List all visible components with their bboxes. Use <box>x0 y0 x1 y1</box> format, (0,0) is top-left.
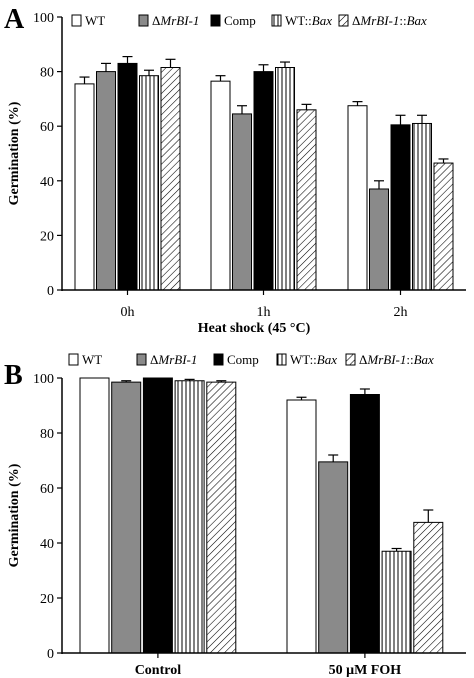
panel-letter-b: B <box>4 360 23 391</box>
y-tick-label: 100 <box>33 372 54 387</box>
bar <box>117 62 138 291</box>
y-tick-label: 0 <box>47 284 54 299</box>
bar <box>139 75 159 291</box>
bar <box>413 521 444 654</box>
bar <box>381 550 412 654</box>
bar <box>253 71 274 291</box>
legend-swatch <box>136 353 147 366</box>
bars-a <box>74 55 454 291</box>
bar <box>286 399 317 654</box>
y-tick-label: 40 <box>40 175 54 190</box>
legend-b: WT ΔMrBI-1 Comp WT::Bax ΔMrBI-1::Bax <box>68 352 434 367</box>
legend-swatch <box>68 353 79 366</box>
legend-label: Comp <box>224 13 256 28</box>
bar <box>275 67 295 291</box>
legend-label: ΔMrBI-1 <box>152 13 199 28</box>
bar <box>74 83 95 291</box>
y-tick-label: 20 <box>40 592 54 607</box>
bar <box>296 109 317 291</box>
x-categories-a: 0h 1h 2h <box>121 290 408 320</box>
legend-label: WT <box>85 13 105 28</box>
y-tick-label: 20 <box>40 229 54 244</box>
bar <box>318 461 349 654</box>
y-tick-label: 100 <box>33 11 54 26</box>
legend-label: ΔMrBI-1::Bax <box>359 352 434 367</box>
bar <box>142 377 173 654</box>
legend-label: Comp <box>227 352 259 367</box>
bar <box>174 380 205 654</box>
x-axis-title-a: Heat shock (45 °C) <box>198 321 311 336</box>
y-axis-title-a: Germination (%) <box>7 101 22 205</box>
legend-swatch <box>271 14 282 27</box>
y-ticks-a: 0 20 40 60 80 100 <box>33 11 62 299</box>
legend-swatch <box>345 353 356 366</box>
legend-swatch <box>71 14 82 27</box>
y-tick-label: 60 <box>40 120 54 135</box>
x-category-label: 2h <box>394 305 408 320</box>
bar <box>347 105 368 291</box>
panel-a: A WT ΔMrBI-1 Comp WT::Bax ΔMrBI-1::Bax 0 20 40… <box>4 4 466 336</box>
legend-label: WT <box>82 352 102 367</box>
x-category-label: 50 μM FOH <box>329 663 402 678</box>
y-tick-label: 40 <box>40 537 54 552</box>
bar <box>232 113 252 291</box>
legend-label: ΔMrBI-1::Bax <box>352 13 427 28</box>
bar <box>206 381 237 654</box>
legend-swatch <box>213 353 224 366</box>
x-category-label: 1h <box>257 305 271 320</box>
legend-swatch <box>276 353 287 366</box>
bar <box>160 67 181 291</box>
bar <box>210 80 231 291</box>
bar <box>96 71 116 291</box>
x-category-label: Control <box>135 663 182 678</box>
bars-b <box>79 377 444 654</box>
legend-a: WT ΔMrBI-1 Comp WT::Bax ΔMrBI-1::Bax <box>71 13 427 28</box>
x-category-label: 0h <box>121 305 135 320</box>
panel-b: B WT ΔMrBI-1 Comp WT::Bax ΔMrBI-1::Bax 0 20 40… <box>4 352 466 678</box>
y-tick-label: 0 <box>47 647 54 662</box>
y-tick-label: 80 <box>40 66 54 81</box>
y-axis-title-b: Germination (%) <box>7 463 22 567</box>
legend-label: WT::Bax <box>290 352 337 367</box>
legend-label: WT::Bax <box>285 13 332 28</box>
bar <box>433 162 454 291</box>
axes-b <box>61 378 466 654</box>
legend-swatch <box>138 14 149 27</box>
bar <box>79 377 110 654</box>
bar <box>369 188 389 291</box>
legend-swatch <box>338 14 349 27</box>
x-categories-b: Control 50 μM FOH <box>135 653 402 678</box>
panel-letter-a: A <box>4 4 25 35</box>
legend-label: ΔMrBI-1 <box>150 352 197 367</box>
y-tick-label: 60 <box>40 482 54 497</box>
bar <box>390 124 411 291</box>
legend-swatch <box>210 14 221 27</box>
y-tick-label: 80 <box>40 427 54 442</box>
y-ticks-b: 0 20 40 60 80 100 <box>33 372 62 662</box>
bar <box>111 381 142 654</box>
bar <box>349 394 380 654</box>
bar <box>412 122 432 291</box>
